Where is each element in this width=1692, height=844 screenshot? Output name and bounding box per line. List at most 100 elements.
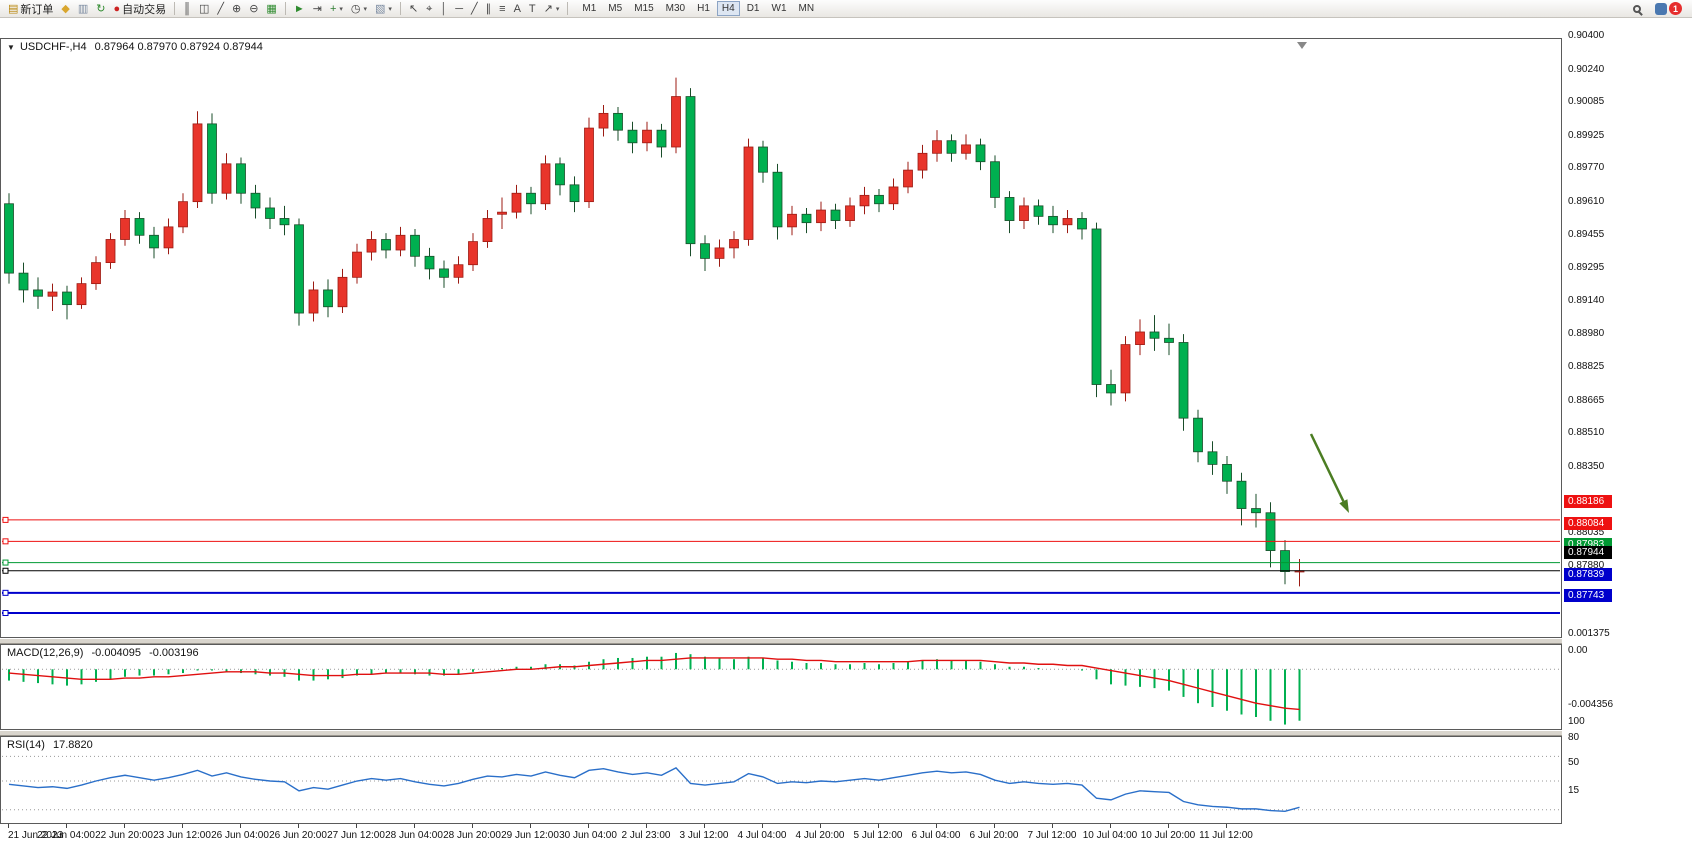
time-axis-label: 26 Jun 04:00 bbox=[211, 830, 269, 841]
chevron-down-icon[interactable]: ▾ bbox=[339, 5, 343, 13]
bull-candle bbox=[598, 112, 609, 129]
tile-windows-button[interactable]: ▦ bbox=[262, 1, 280, 17]
bear-candle bbox=[700, 243, 710, 259]
timeframe-d1-button[interactable]: D1 bbox=[746, 3, 760, 14]
horizontal-line-button[interactable]: ─ bbox=[451, 1, 467, 17]
line-handle[interactable] bbox=[2, 610, 9, 617]
bull-candle bbox=[105, 239, 116, 264]
one-click-toggle-icon[interactable]: ▼ bbox=[7, 43, 15, 52]
print-icon: ▥ bbox=[77, 2, 89, 15]
bull-candle bbox=[888, 186, 899, 205]
time-axis-label: 4 Jul 20:00 bbox=[795, 830, 845, 841]
line-chart-button[interactable]: ╱ bbox=[213, 1, 228, 17]
chart-shift-marker[interactable] bbox=[1297, 42, 1307, 49]
price-axis[interactable]: 0.90400 0.90240 0.90085 0.89925 0.89770 0.896… bbox=[1563, 18, 1692, 844]
macd-signal-line bbox=[8, 657, 1300, 711]
candlestick-chart[interactable] bbox=[1, 39, 1561, 637]
bars-chart-button[interactable]: ║ bbox=[179, 1, 195, 17]
price-axis-label: -0.004356 bbox=[1568, 699, 1614, 711]
metaeditor-button[interactable]: ◆ bbox=[57, 1, 73, 17]
line-handle[interactable] bbox=[2, 559, 9, 566]
macd-panel[interactable]: MACD(12,26,9) -0.004095 -0.003196 bbox=[0, 644, 1562, 730]
trendline-button[interactable]: ╱ bbox=[467, 1, 482, 17]
timeframe-mn-button[interactable]: MN bbox=[798, 3, 815, 14]
periods-button[interactable]: ◷ ▾ bbox=[347, 1, 371, 17]
zoom-out-icon: ⊖ bbox=[249, 2, 259, 15]
price-axis-label: 0.89295 bbox=[1568, 262, 1605, 274]
time-tick bbox=[820, 824, 821, 828]
notifications-button[interactable]: 1 bbox=[1651, 1, 1686, 17]
panel-splitter[interactable] bbox=[0, 638, 1562, 644]
line-handle[interactable] bbox=[2, 538, 9, 545]
trend-arrow-object[interactable] bbox=[1309, 433, 1345, 502]
line-handle[interactable] bbox=[2, 516, 9, 523]
timeframe-h4-button[interactable]: H4 bbox=[716, 1, 740, 16]
time-axis-label: 22 Jun 20:00 bbox=[95, 830, 153, 841]
templates-button[interactable]: ▧ ▾ bbox=[371, 1, 396, 17]
new-order-button[interactable]: ▤ 新订单 bbox=[4, 1, 57, 17]
chart-shift-button[interactable]: ⇥ bbox=[309, 1, 326, 17]
print-button[interactable]: ▥ bbox=[74, 1, 92, 17]
auto-trading-button[interactable]: ● 自动交易 bbox=[110, 1, 171, 17]
rsi-chart[interactable] bbox=[1, 737, 1561, 823]
auto-trading-label: 自动交易 bbox=[122, 3, 167, 16]
chevron-down-icon[interactable]: ▾ bbox=[388, 5, 392, 13]
text-button[interactable]: A bbox=[510, 1, 525, 17]
macd-chart[interactable] bbox=[1, 645, 1561, 729]
price-axis-label: 0.88825 bbox=[1568, 361, 1605, 373]
bear-candle bbox=[1178, 342, 1189, 419]
bull-candle bbox=[468, 241, 478, 266]
timeframe-m15-button[interactable]: M15 bbox=[634, 3, 654, 14]
timeframe-m5-button[interactable]: M5 bbox=[608, 3, 623, 14]
search-button[interactable] bbox=[1629, 1, 1645, 17]
bear-candle bbox=[424, 255, 435, 270]
timeframe-m1-button[interactable]: M1 bbox=[582, 3, 597, 14]
time-tick bbox=[8, 824, 9, 828]
time-tick bbox=[588, 824, 589, 828]
time-axis[interactable]: 21 Jun 2023 22 Jun 04:00 22 Jun 20:00 23 Ju… bbox=[0, 824, 1563, 844]
bear-candle bbox=[265, 207, 275, 219]
trend-arrow-head[interactable] bbox=[1339, 499, 1349, 513]
text-label-button[interactable]: T bbox=[525, 1, 540, 17]
fibonacci-icon: ≡ bbox=[499, 2, 506, 15]
crosshair-button[interactable]: ⌖ bbox=[422, 1, 436, 17]
timeframe-m30-button[interactable]: M30 bbox=[665, 3, 686, 14]
channel-button[interactable]: ∥ bbox=[482, 1, 496, 17]
price-axis-label: 0.89770 bbox=[1568, 162, 1605, 174]
price-tag: 0.88186 bbox=[1564, 495, 1612, 509]
vertical-line-button[interactable]: │ bbox=[436, 1, 451, 17]
time-axis-label: 23 Jun 12:00 bbox=[153, 830, 211, 841]
bear-candle bbox=[1236, 480, 1247, 509]
tile-windows-icon: ▦ bbox=[266, 2, 277, 15]
price-axis-label: 0.88665 bbox=[1568, 394, 1605, 406]
zoom-out-button[interactable]: ⊖ bbox=[245, 1, 262, 17]
candlestick-chart-button[interactable]: ◫ bbox=[195, 1, 213, 17]
chevron-down-icon[interactable]: ▾ bbox=[555, 5, 560, 13]
price-axis-label: 0.89925 bbox=[1568, 129, 1605, 141]
time-tick bbox=[878, 824, 879, 828]
arrows-button[interactable]: ↗ ▾ bbox=[540, 1, 564, 17]
timeframe-w1-button[interactable]: W1 bbox=[771, 3, 787, 14]
rsi-panel[interactable]: RSI(14) 17.8820 bbox=[0, 736, 1562, 824]
cursor-button[interactable]: ↖ bbox=[405, 1, 422, 17]
line-handle[interactable] bbox=[2, 567, 9, 574]
time-axis-label: 28 Jun 04:00 bbox=[385, 830, 443, 841]
toolbar-separator bbox=[174, 2, 176, 15]
indicators-button[interactable]: + ▾ bbox=[326, 1, 347, 17]
bear-candle bbox=[18, 272, 29, 291]
time-tick bbox=[414, 824, 415, 828]
chevron-down-icon[interactable]: ▾ bbox=[363, 5, 368, 13]
vertical-line-icon: │ bbox=[440, 2, 448, 15]
refresh-button[interactable]: ↻ bbox=[92, 1, 109, 17]
zoom-in-button[interactable]: ⊕ bbox=[228, 1, 245, 17]
auto-scroll-button[interactable]: ► bbox=[290, 1, 309, 17]
panel-splitter[interactable] bbox=[0, 730, 1562, 736]
main-chart-panel[interactable]: ▼ USDCHF-,H4 0.87964 0.87970 0.87924 0.8… bbox=[0, 38, 1562, 638]
fibonacci-button[interactable]: ≡ bbox=[495, 1, 509, 17]
time-tick bbox=[66, 824, 67, 828]
bear-candle bbox=[685, 96, 696, 245]
trendline-icon: ╱ bbox=[471, 2, 478, 15]
timeframe-h1-button[interactable]: H1 bbox=[697, 3, 710, 14]
line-handle[interactable] bbox=[2, 589, 9, 596]
